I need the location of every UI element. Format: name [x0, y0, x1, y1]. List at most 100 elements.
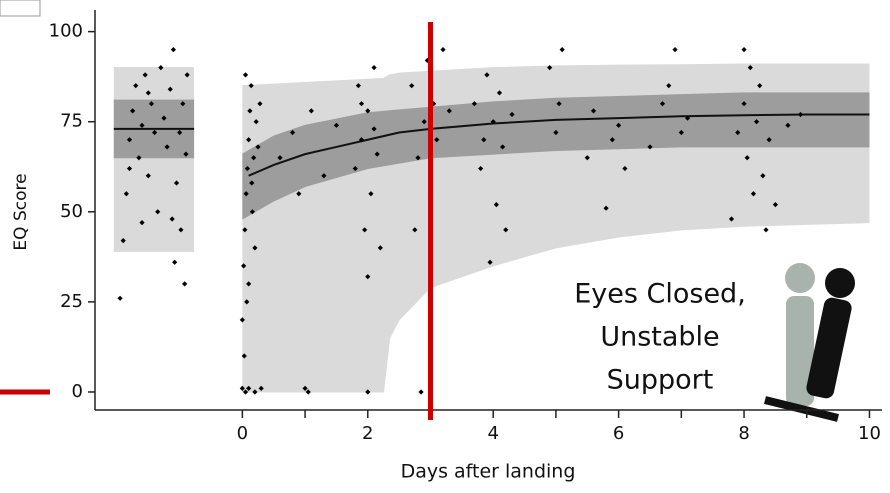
corner-box [0, 0, 41, 17]
point [244, 165, 250, 172]
balance-icon [764, 263, 855, 422]
point [672, 47, 678, 53]
point [183, 151, 189, 157]
point [139, 220, 145, 226]
point [289, 129, 296, 136]
point [678, 129, 684, 136]
point [371, 65, 377, 71]
point [170, 47, 176, 53]
point [246, 385, 252, 391]
point [242, 227, 248, 233]
x-tick-label: 10 [858, 423, 881, 444]
point [255, 144, 261, 150]
point [161, 115, 167, 121]
point [172, 259, 178, 265]
point [371, 126, 377, 132]
point [239, 317, 245, 323]
point [757, 83, 763, 89]
point [490, 119, 496, 125]
point [130, 108, 136, 114]
point [184, 72, 190, 78]
point [139, 122, 145, 128]
y-tick-label: 50 [60, 201, 83, 222]
point [659, 101, 666, 107]
x-tick-label: 0 [237, 423, 248, 444]
point [478, 165, 484, 172]
point [431, 101, 437, 107]
annotation: Support [607, 365, 714, 396]
point [241, 263, 247, 269]
y-tick-label: 75 [60, 111, 83, 132]
point [365, 108, 371, 114]
point [590, 108, 597, 114]
point [242, 389, 249, 395]
point [244, 299, 250, 305]
point [296, 191, 302, 197]
point [503, 227, 509, 233]
point [735, 129, 741, 136]
point [136, 155, 142, 161]
point [308, 108, 314, 114]
point [249, 180, 255, 186]
x-tick-label: 6 [613, 423, 624, 444]
point [158, 65, 164, 71]
point [243, 191, 249, 197]
point [744, 155, 750, 161]
confidence-band [242, 92, 870, 220]
point [728, 216, 735, 222]
x-axis-label: Days after landing [401, 461, 576, 483]
point [409, 83, 415, 89]
x-tick-label: 4 [487, 423, 498, 444]
point [252, 389, 258, 395]
point [358, 137, 365, 143]
point [169, 216, 175, 222]
point [305, 389, 311, 395]
point [365, 389, 371, 395]
y-tick-label: 25 [60, 291, 83, 312]
point [167, 86, 173, 92]
x-tick-label: 2 [362, 423, 373, 444]
band-edge [242, 92, 870, 155]
point [647, 144, 653, 150]
point [753, 119, 760, 125]
band-edge [242, 146, 870, 220]
band-edge [242, 63, 870, 87]
y-tick-label: 100 [49, 21, 83, 42]
point [151, 129, 158, 136]
point [117, 295, 123, 301]
point [246, 137, 252, 143]
y-tick-label: 0 [72, 381, 83, 402]
point [241, 353, 247, 359]
point [177, 129, 183, 136]
point [685, 115, 691, 121]
point [747, 65, 753, 71]
point [471, 101, 477, 107]
point [182, 281, 188, 287]
point [120, 238, 126, 244]
point [352, 165, 358, 172]
point [603, 205, 609, 211]
point [553, 129, 559, 136]
point [750, 191, 757, 197]
point [277, 155, 283, 161]
point [126, 165, 133, 172]
point [509, 111, 515, 118]
point [421, 119, 427, 125]
point [247, 108, 253, 114]
fit-line [248, 113, 870, 177]
annotation: Eyes Closed, [574, 279, 746, 310]
point [180, 101, 186, 107]
annotation: Unstable [600, 322, 719, 353]
point [415, 155, 421, 161]
point [126, 137, 133, 143]
point [412, 227, 418, 233]
point [252, 245, 258, 251]
point [257, 101, 263, 107]
point [178, 227, 184, 233]
band-edge [242, 222, 870, 393]
point [333, 122, 340, 128]
point [358, 101, 365, 107]
point [424, 57, 430, 64]
point [418, 389, 424, 395]
